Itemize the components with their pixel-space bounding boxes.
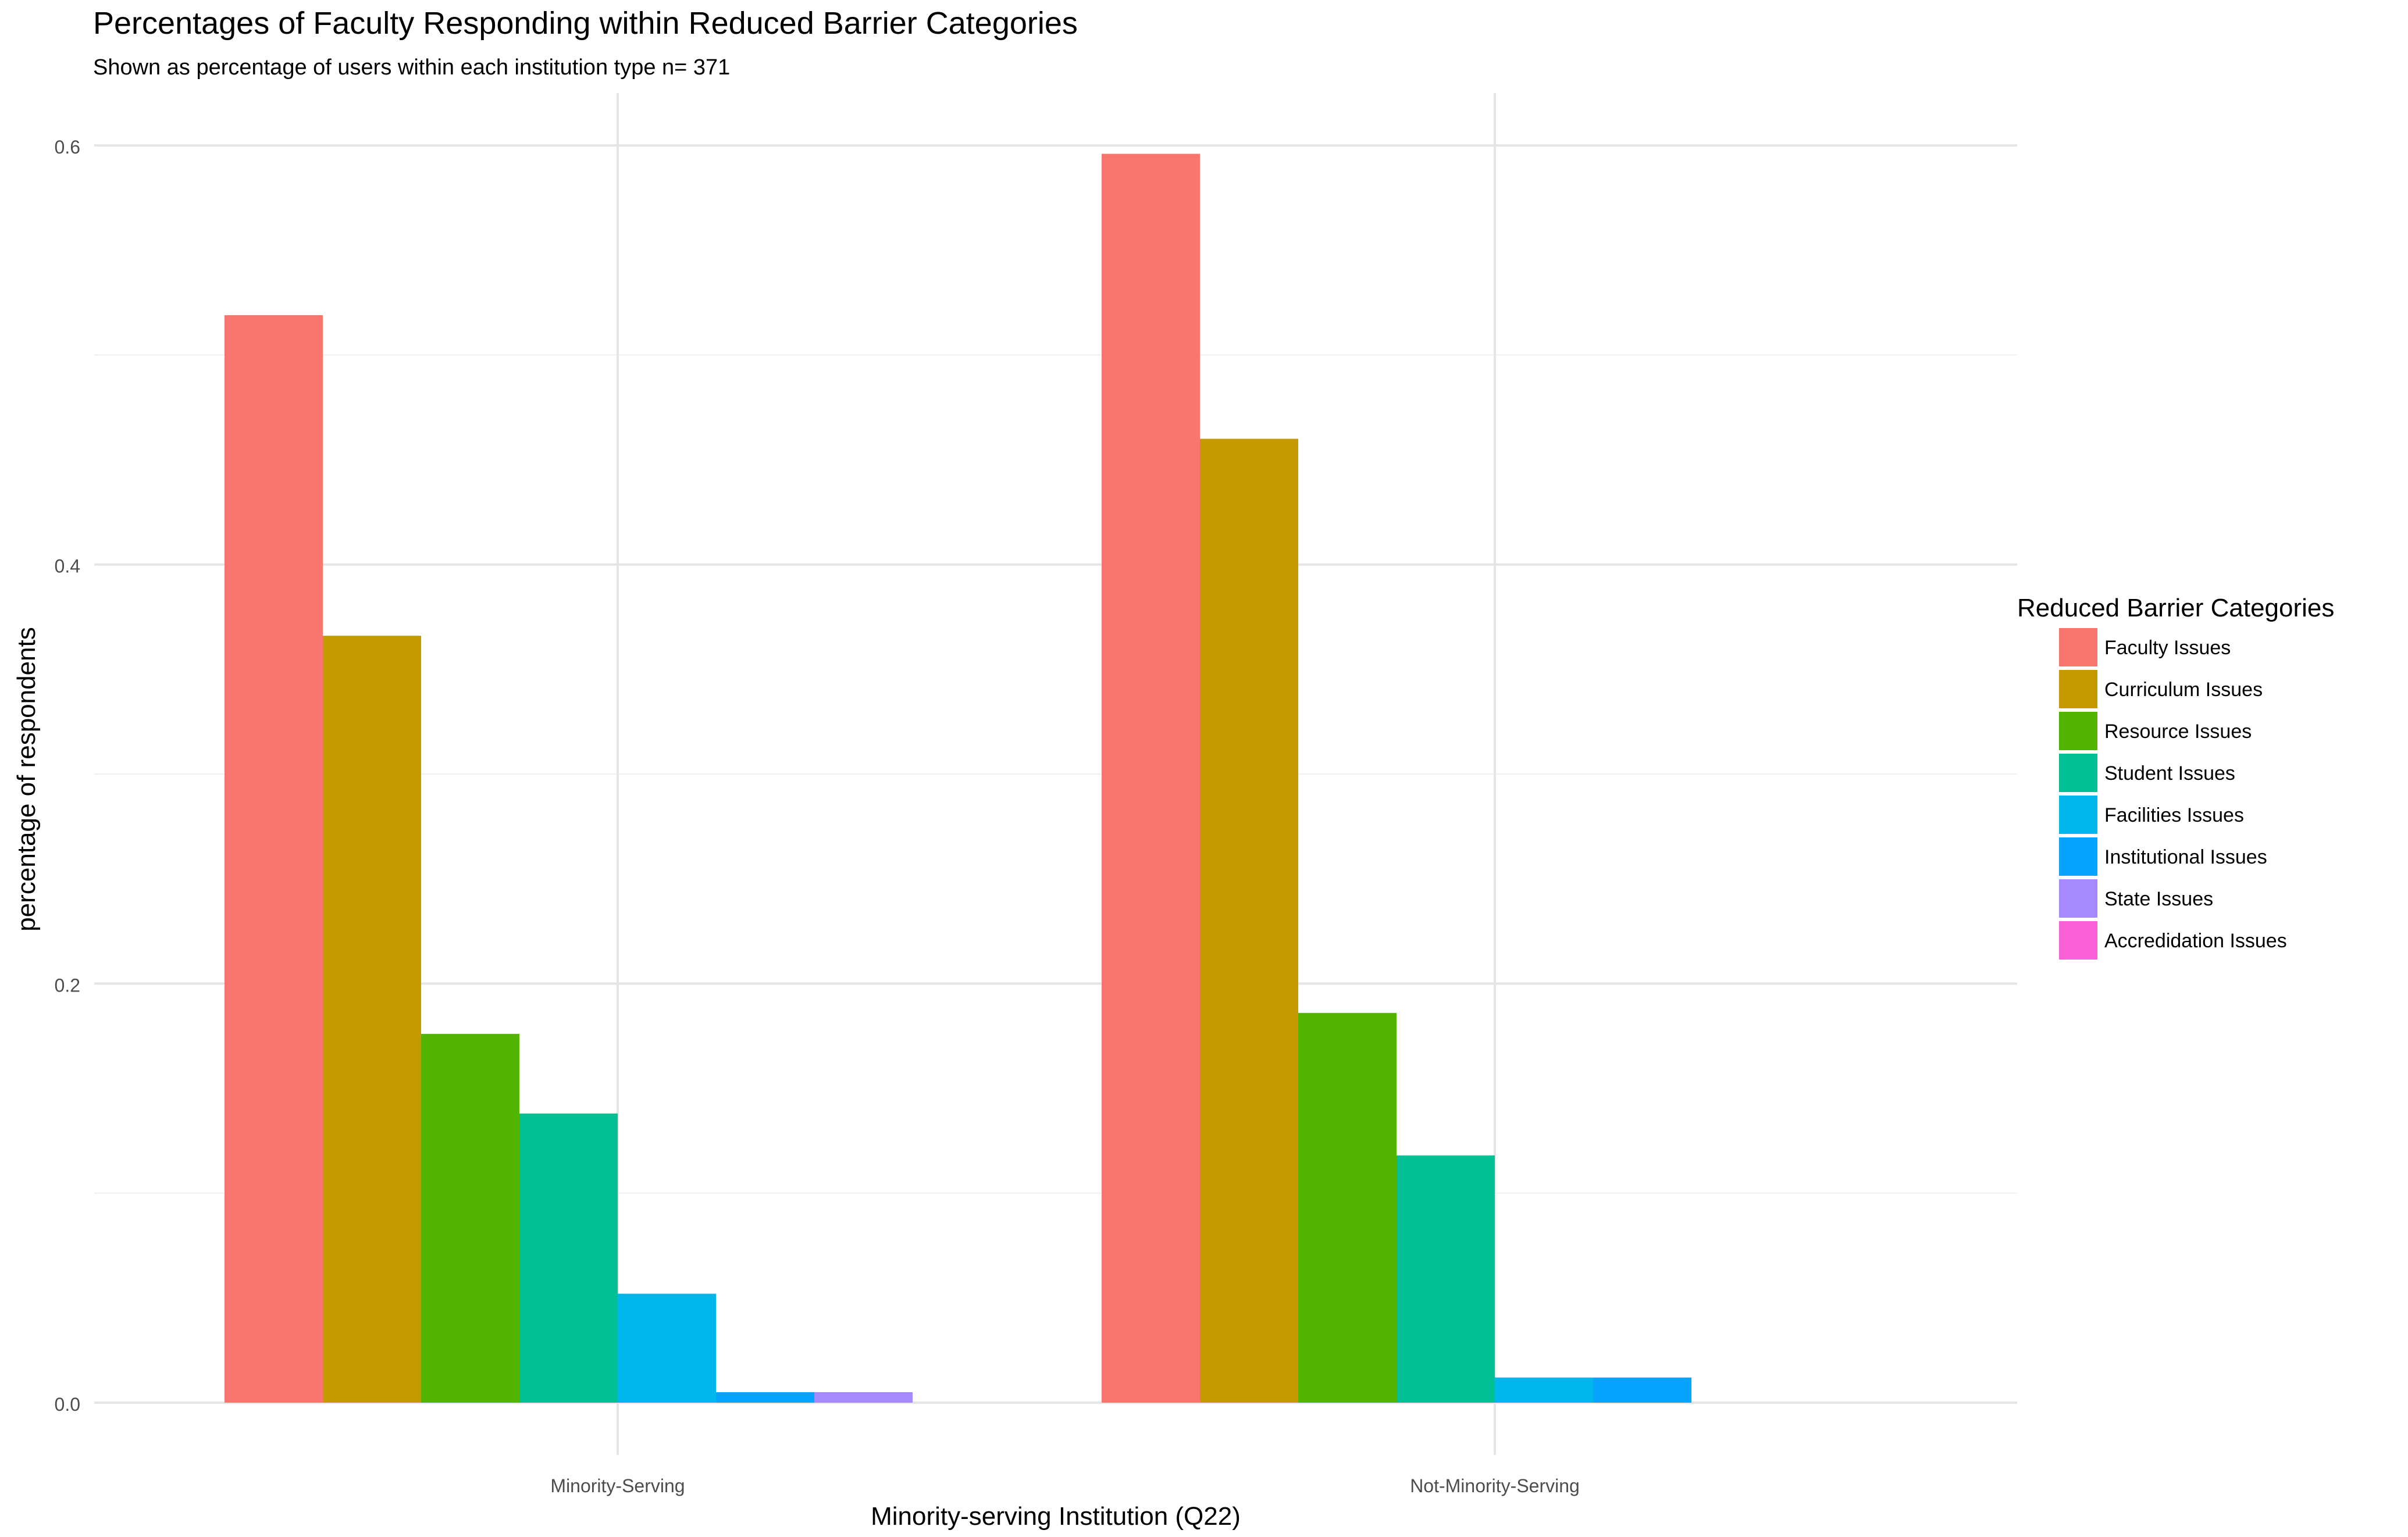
bar-institutional-issues-minority-serving (716, 1392, 814, 1403)
legend-label: Faculty Issues (2104, 637, 2231, 659)
legend-key (2059, 712, 2097, 750)
legend-key (2059, 796, 2097, 834)
legend-key (2059, 754, 2097, 792)
axis-layer: 0.0 0.2 0.4 0.6 Minority-Serving Not-Minority… (55, 137, 1580, 1496)
legend-title: Reduced Barrier Categories (2017, 594, 2334, 622)
legend-label: Facilities Issues (2104, 804, 2244, 826)
legend-key (2059, 837, 2097, 876)
bar-student-issues-minority-serving (519, 1113, 618, 1403)
legend-key (2059, 921, 2097, 960)
legend-key (2059, 670, 2097, 708)
y-tick-label: 0.0 (55, 1394, 80, 1415)
bar-resource-issues-minority-serving (421, 1033, 519, 1403)
bar-institutional-issues-not-minority-serving (1593, 1377, 1691, 1403)
x-axis-label: Minority-serving Institution (Q22) (871, 1502, 1241, 1531)
y-axis-label: percentage of respondents (12, 627, 41, 932)
legend: Reduced Barrier Categories Faculty Issue… (2017, 594, 2334, 960)
bar-state-issues-minority-serving (814, 1392, 913, 1403)
bar-student-issues-not-minority-serving (1397, 1155, 1495, 1403)
bar-faculty-issues-minority-serving (225, 315, 323, 1403)
legend-label: Curriculum Issues (2104, 679, 2263, 701)
x-tick-label: Minority-Serving (550, 1475, 685, 1496)
chart-subtitle: Shown as percentage of users within each… (93, 55, 730, 80)
legend-key (2059, 879, 2097, 918)
bar-curriculum-issues-not-minority-serving (1200, 438, 1298, 1403)
bar-resource-issues-not-minority-serving (1298, 1012, 1397, 1403)
x-tick-label: Not-Minority-Serving (1410, 1475, 1580, 1496)
legend-label: State Issues (2104, 888, 2213, 910)
y-tick-label: 0.4 (55, 556, 80, 577)
legend-key (2059, 628, 2097, 666)
bar-curriculum-issues-minority-serving (323, 636, 421, 1403)
legend-label: Resource Issues (2104, 721, 2252, 743)
chart-title: Percentages of Faculty Responding within… (93, 6, 1078, 41)
bar-layer (225, 154, 1691, 1403)
y-tick-label: 0.2 (55, 975, 80, 996)
bar-facilities-issues-not-minority-serving (1495, 1377, 1593, 1403)
y-tick-label: 0.6 (55, 137, 80, 158)
legend-label: Student Issues (2104, 762, 2235, 784)
legend-label: Accredidation Issues (2104, 930, 2287, 952)
bar-facilities-issues-minority-serving (618, 1293, 716, 1403)
legend-label: Institutional Issues (2104, 846, 2267, 868)
bar-faculty-issues-not-minority-serving (1102, 154, 1200, 1403)
